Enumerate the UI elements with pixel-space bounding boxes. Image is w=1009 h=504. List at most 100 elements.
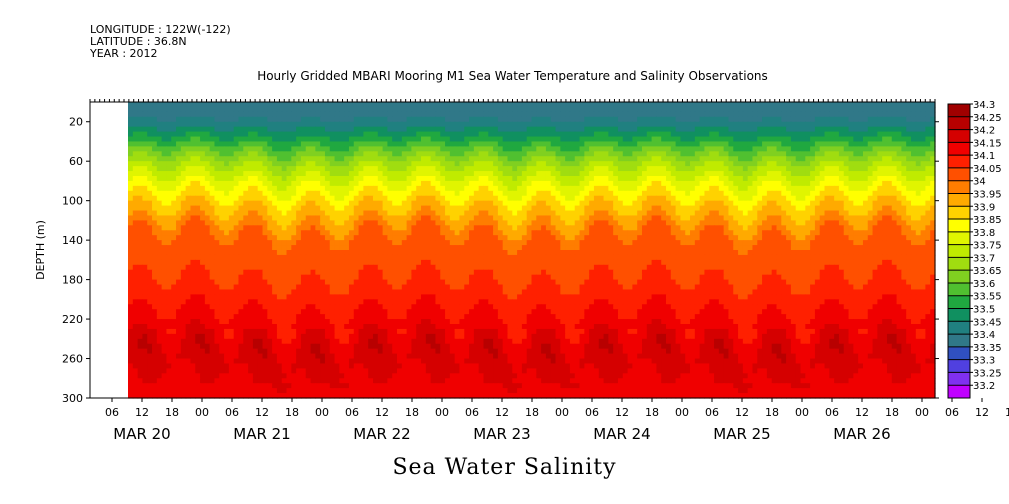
field-cell — [579, 156, 585, 162]
field-cell — [714, 131, 720, 138]
field-cell — [786, 235, 792, 241]
field-cell — [171, 190, 177, 197]
field-cell — [814, 195, 821, 202]
field-cell — [632, 180, 638, 187]
field-cell — [161, 171, 168, 177]
field-cell — [176, 185, 182, 192]
field-cell — [723, 136, 730, 143]
field-cell — [401, 215, 408, 221]
field-cell — [526, 121, 533, 128]
field-cell — [733, 166, 739, 172]
field-cell — [603, 245, 609, 251]
field-cell — [416, 141, 422, 147]
field-cell — [262, 245, 268, 251]
field-cell — [545, 240, 552, 246]
field-cell — [464, 151, 470, 157]
field-cell — [694, 240, 701, 246]
field-cell — [632, 235, 638, 241]
field-cell — [824, 171, 830, 177]
field-cell — [156, 230, 163, 236]
field-cell — [531, 141, 537, 147]
field-cell — [310, 136, 316, 143]
field-cell — [372, 235, 379, 241]
field-cell — [521, 215, 528, 221]
field-cell — [915, 215, 922, 221]
field-cell — [281, 225, 288, 231]
field-cell — [132, 200, 139, 207]
field-cell — [233, 245, 240, 251]
field-cell — [550, 210, 557, 217]
field-cell — [800, 220, 806, 226]
field-cell — [622, 240, 629, 246]
field-cell — [493, 205, 499, 212]
field-cell — [637, 235, 643, 241]
field-cell — [502, 151, 509, 157]
field-cell — [267, 102, 273, 108]
field-cell — [829, 176, 835, 182]
field-cell — [617, 185, 624, 192]
field-cell — [709, 102, 715, 108]
field-cell — [584, 225, 590, 231]
field-cell — [699, 106, 706, 113]
field-cell — [896, 141, 902, 147]
field-cell — [646, 106, 653, 113]
field-cell — [593, 210, 600, 217]
field-cell — [790, 141, 797, 147]
field-cell — [843, 215, 850, 221]
field-cell — [747, 195, 754, 202]
field-cell — [214, 151, 220, 157]
field-cell — [464, 220, 470, 226]
field-cell — [281, 245, 288, 251]
field-cell — [670, 111, 677, 118]
field-cell — [493, 131, 499, 138]
field-cell — [666, 245, 672, 251]
field-cell — [281, 185, 288, 192]
field-cell — [848, 200, 854, 207]
field-cell — [810, 185, 816, 192]
field-cell — [704, 146, 710, 152]
field-cell — [617, 131, 624, 138]
field-cell — [714, 126, 720, 133]
field-cell — [877, 171, 883, 177]
field-cell — [536, 190, 542, 197]
field-cell — [344, 111, 350, 118]
field-cell — [613, 176, 619, 182]
field-cell — [257, 245, 264, 251]
field-cell — [723, 102, 730, 108]
field-cell — [694, 185, 701, 192]
field-cell — [733, 106, 739, 113]
field-cell — [718, 151, 725, 157]
field-cell — [185, 185, 192, 192]
field-cell — [550, 106, 557, 113]
field-cell — [185, 111, 192, 118]
field-cell — [526, 180, 533, 187]
field-cell — [637, 215, 643, 221]
field-cell — [800, 185, 806, 192]
field-cell — [651, 220, 657, 226]
field-cell — [742, 240, 749, 246]
field-cell — [176, 205, 182, 212]
field-cell — [834, 235, 840, 241]
field-cell — [742, 215, 749, 221]
field-cell — [430, 111, 437, 118]
field-cell — [834, 220, 840, 226]
field-cell — [262, 111, 268, 118]
field-cell — [291, 106, 297, 113]
field-cell — [656, 220, 662, 226]
field-cell — [656, 146, 662, 152]
field-cell — [156, 161, 163, 167]
field-cell — [862, 176, 869, 182]
field-cell — [291, 126, 297, 133]
field-cell — [709, 136, 715, 143]
field-cell — [853, 102, 859, 108]
field-cell — [651, 136, 657, 143]
field-cell — [579, 235, 585, 241]
field-cell — [425, 245, 432, 251]
field-cell — [805, 215, 811, 221]
field-cell — [795, 225, 802, 231]
field-cell — [738, 166, 744, 172]
field-cell — [699, 195, 706, 202]
field-cell — [161, 220, 168, 226]
field-cell — [742, 180, 749, 187]
field-cell — [276, 230, 283, 236]
